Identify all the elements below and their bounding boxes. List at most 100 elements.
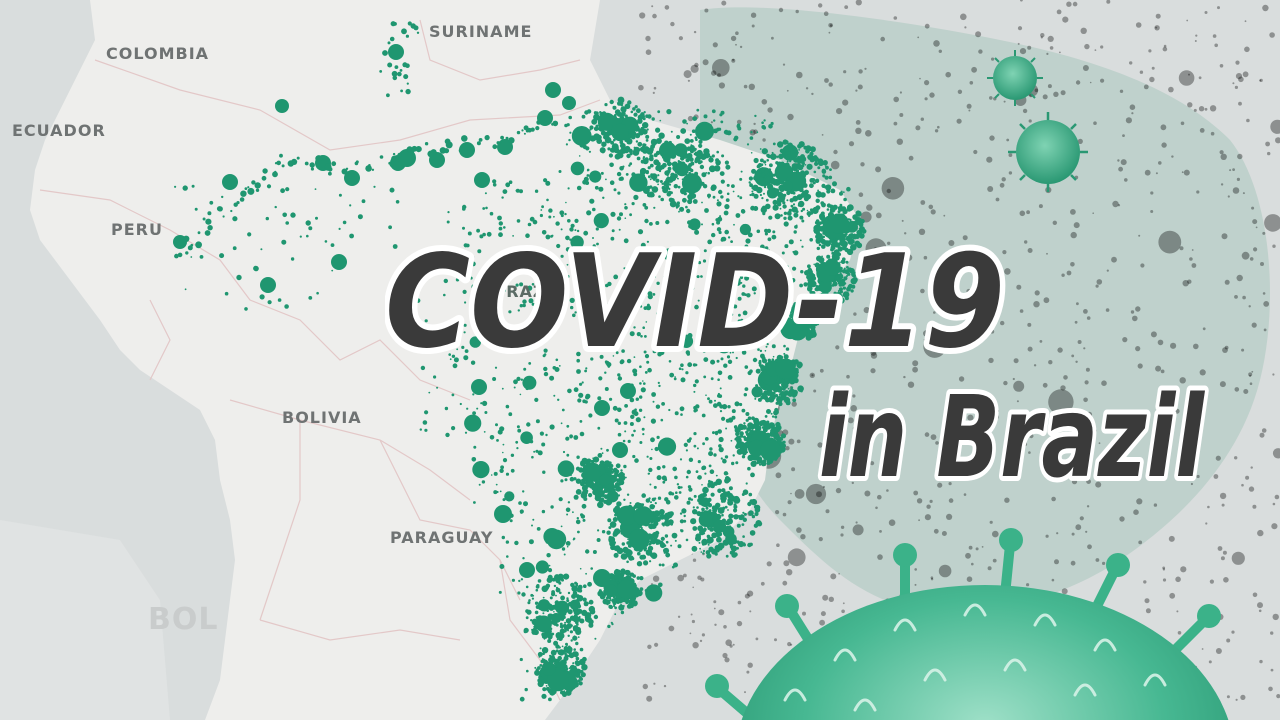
case-dot (565, 606, 569, 610)
case-dot (657, 110, 661, 114)
case-dot (893, 96, 899, 103)
case-dot (701, 172, 707, 178)
case-dot (691, 619, 696, 624)
case-dot (1001, 177, 1006, 182)
case-dot (610, 621, 613, 624)
case-dot (1095, 558, 1100, 562)
case-dot (567, 501, 571, 504)
case-dot (1013, 380, 1025, 392)
case-dot (788, 281, 791, 284)
case-dot (637, 118, 643, 124)
case-dot (649, 504, 655, 510)
case-dot (1034, 88, 1039, 93)
case-dot (828, 82, 833, 87)
case-dot (558, 581, 562, 585)
case-dot (566, 274, 570, 279)
case-dot (725, 427, 728, 430)
case-dot (642, 281, 645, 285)
case-dot (611, 343, 617, 348)
case-dot (690, 498, 694, 501)
case-dot (649, 483, 652, 486)
case-dot (777, 202, 782, 207)
case-dot (587, 252, 593, 257)
case-dot (753, 292, 756, 295)
case-dot (724, 204, 730, 210)
case-dot (1196, 190, 1200, 194)
case-dot (812, 304, 816, 309)
case-dot (652, 174, 657, 179)
case-dot (912, 360, 919, 367)
case-dot (1051, 578, 1055, 582)
case-dot (498, 232, 503, 238)
case-dot (881, 250, 884, 254)
case-dot (631, 409, 637, 415)
case-dot (535, 560, 550, 574)
case-dot (771, 344, 776, 349)
case-dot (647, 175, 651, 179)
case-dot (751, 24, 755, 28)
case-dot (791, 163, 799, 170)
case-dot (721, 0, 727, 6)
case-dot (792, 203, 796, 206)
case-dot (565, 201, 567, 204)
case-dot (753, 193, 759, 199)
case-dot (625, 600, 629, 605)
case-dot (642, 156, 646, 159)
case-dot (1181, 171, 1184, 174)
case-dot (534, 397, 539, 402)
case-dot (1070, 209, 1076, 215)
case-dot (620, 104, 623, 107)
case-dot (787, 642, 792, 647)
case-dot (541, 230, 547, 235)
case-dot (559, 624, 564, 629)
case-dot (846, 266, 849, 269)
case-dot (1033, 364, 1037, 367)
case-dot (1241, 348, 1245, 352)
case-dot (770, 253, 774, 257)
case-dot (543, 348, 548, 353)
case-dot (494, 505, 512, 523)
case-dot (564, 652, 567, 656)
case-dot (645, 321, 648, 323)
case-dot (523, 629, 528, 634)
case-dot (519, 393, 522, 396)
case-dot (492, 183, 497, 187)
case-dot (849, 218, 852, 222)
case-dot (636, 589, 643, 597)
case-dot (766, 561, 772, 567)
case-dot (646, 360, 650, 364)
case-dot (618, 177, 623, 181)
case-dot (652, 400, 655, 403)
case-dot (572, 313, 576, 318)
case-dot (637, 551, 641, 556)
case-dot (720, 195, 724, 199)
case-dot (640, 159, 645, 164)
case-dot (736, 437, 742, 444)
case-dot (793, 230, 797, 234)
case-dot (565, 235, 570, 241)
case-dot (415, 298, 421, 303)
case-dot (1095, 481, 1102, 488)
case-dot (605, 596, 609, 600)
case-dot (549, 424, 555, 430)
case-dot (576, 185, 582, 191)
case-dot (749, 369, 753, 374)
case-dot (654, 642, 659, 647)
case-dot (527, 222, 532, 227)
case-dot (558, 497, 563, 502)
case-dot (464, 349, 469, 353)
case-dot (1259, 432, 1265, 438)
case-dot (819, 280, 832, 294)
case-dot (505, 263, 510, 267)
case-dot (763, 192, 765, 195)
case-dot (1242, 71, 1249, 78)
case-dot (520, 578, 524, 581)
case-dot (1070, 262, 1075, 267)
case-dot (1271, 523, 1278, 530)
case-dot (617, 407, 622, 413)
case-dot (558, 646, 561, 649)
case-dot (760, 158, 764, 163)
case-dot (559, 628, 566, 634)
case-dot (613, 569, 621, 576)
case-dot (591, 118, 598, 125)
